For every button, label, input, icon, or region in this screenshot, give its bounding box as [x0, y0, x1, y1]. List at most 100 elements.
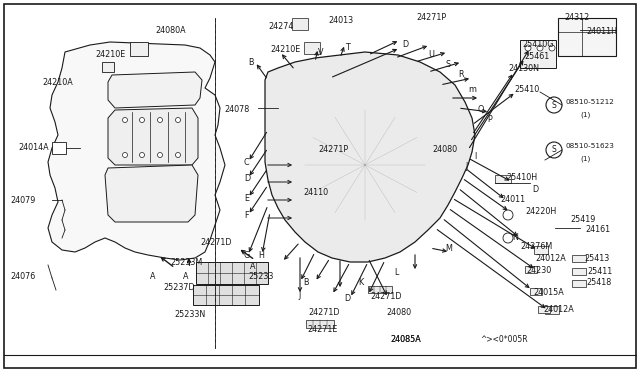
Text: 24110: 24110	[303, 188, 328, 197]
Text: 24080: 24080	[432, 145, 457, 154]
Text: 24271D: 24271D	[370, 292, 401, 301]
Text: 24276M: 24276M	[520, 242, 552, 251]
Bar	[304, 42, 320, 54]
Text: D: D	[532, 185, 538, 194]
Text: D: D	[344, 294, 350, 303]
Text: N: N	[512, 233, 518, 242]
Bar	[545, 306, 559, 314]
Text: A: A	[250, 262, 255, 271]
Text: E: E	[244, 194, 249, 203]
Text: 24078: 24078	[224, 105, 249, 114]
Polygon shape	[265, 52, 475, 262]
Bar	[495, 175, 511, 183]
Text: U: U	[428, 50, 434, 59]
Text: 25413: 25413	[584, 254, 609, 263]
Text: 25461: 25461	[524, 52, 549, 61]
Text: 24130N: 24130N	[508, 64, 539, 73]
Circle shape	[546, 142, 562, 158]
Circle shape	[503, 233, 513, 243]
Text: G: G	[244, 251, 250, 260]
Text: A: A	[150, 272, 156, 281]
Text: 24085A: 24085A	[390, 335, 420, 344]
Bar	[130, 42, 148, 56]
Text: V: V	[318, 48, 323, 57]
Circle shape	[140, 153, 145, 157]
Circle shape	[175, 118, 180, 122]
Text: 24015A: 24015A	[533, 288, 564, 297]
Bar	[558, 18, 616, 56]
Text: B: B	[248, 58, 253, 67]
Text: 25410H: 25410H	[506, 173, 537, 182]
Text: (1): (1)	[580, 155, 590, 161]
Text: 25419: 25419	[570, 215, 595, 224]
Text: C: C	[244, 158, 250, 167]
Bar	[534, 246, 548, 254]
Text: J: J	[465, 162, 467, 171]
Text: D: D	[244, 174, 250, 183]
Text: P: P	[487, 115, 492, 124]
Text: 08510-51212: 08510-51212	[566, 99, 615, 105]
Polygon shape	[48, 42, 225, 260]
Bar	[193, 285, 259, 305]
Text: A: A	[183, 272, 189, 281]
Bar	[368, 286, 392, 293]
Bar	[292, 18, 308, 30]
Text: 25410: 25410	[514, 85, 540, 94]
Bar	[572, 255, 586, 262]
Circle shape	[525, 45, 531, 51]
Text: S: S	[552, 145, 556, 154]
Bar	[306, 320, 334, 328]
Text: ^><0*005R: ^><0*005R	[480, 335, 527, 344]
Text: K: K	[358, 278, 363, 287]
Text: 24080: 24080	[386, 308, 411, 317]
Text: 24210A: 24210A	[42, 78, 73, 87]
Text: 25411: 25411	[587, 267, 612, 276]
Bar	[572, 280, 586, 287]
Text: 24011H: 24011H	[586, 27, 617, 36]
Text: 24012A: 24012A	[535, 254, 566, 263]
Circle shape	[546, 97, 562, 113]
Text: S: S	[552, 100, 556, 109]
Text: I: I	[474, 152, 476, 161]
Text: 24271D: 24271D	[200, 238, 232, 247]
Text: 24013: 24013	[328, 16, 353, 25]
Text: 24274: 24274	[268, 22, 293, 31]
Text: 25233: 25233	[248, 272, 273, 281]
Bar	[525, 266, 537, 273]
Circle shape	[157, 153, 163, 157]
Text: 24012A: 24012A	[543, 305, 573, 314]
Circle shape	[503, 210, 513, 220]
Text: S: S	[445, 60, 450, 69]
Text: 24210E: 24210E	[270, 45, 300, 54]
Polygon shape	[105, 165, 198, 222]
Text: 24271P: 24271P	[416, 13, 446, 22]
Text: 24312: 24312	[564, 13, 589, 22]
Text: 24210E: 24210E	[95, 50, 125, 59]
Text: (1): (1)	[580, 111, 590, 118]
Circle shape	[122, 153, 127, 157]
Text: T: T	[345, 43, 349, 52]
Text: 24085A: 24085A	[390, 335, 420, 344]
Text: B: B	[303, 278, 308, 287]
Text: 25418: 25418	[586, 278, 611, 287]
Bar	[102, 62, 114, 72]
Bar	[196, 262, 268, 284]
Text: Q: Q	[478, 105, 484, 114]
Circle shape	[549, 45, 555, 51]
Text: 25233N: 25233N	[174, 310, 205, 319]
Text: F: F	[244, 211, 248, 220]
Text: 24011: 24011	[500, 195, 525, 204]
Bar	[520, 40, 556, 68]
Circle shape	[122, 118, 127, 122]
Circle shape	[175, 153, 180, 157]
Circle shape	[537, 45, 543, 51]
Text: 24161: 24161	[585, 225, 610, 234]
Bar	[538, 306, 550, 313]
Text: 24079: 24079	[10, 196, 35, 205]
Text: 24220H: 24220H	[525, 207, 556, 216]
Text: 24271D: 24271D	[308, 308, 339, 317]
Text: 25233M: 25233M	[170, 258, 202, 267]
Text: 24014A: 24014A	[18, 143, 49, 152]
Text: 24080A: 24080A	[155, 26, 186, 35]
Text: 24076: 24076	[10, 272, 35, 281]
